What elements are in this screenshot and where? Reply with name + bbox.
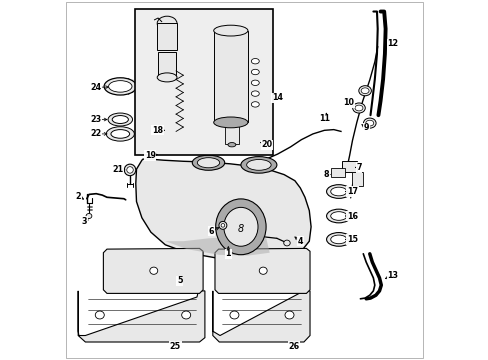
Text: 21: 21 bbox=[112, 166, 123, 175]
Text: 8: 8 bbox=[237, 224, 244, 234]
Bar bbox=[341, 161, 356, 172]
Text: 5: 5 bbox=[177, 276, 182, 285]
Ellipse shape bbox=[251, 91, 259, 96]
Ellipse shape bbox=[352, 103, 365, 113]
Ellipse shape bbox=[86, 213, 92, 219]
Text: 22: 22 bbox=[90, 130, 102, 139]
Bar bbox=[213, 31, 247, 122]
Text: 24: 24 bbox=[90, 83, 102, 92]
Text: 1: 1 bbox=[225, 249, 230, 258]
Ellipse shape bbox=[259, 267, 266, 274]
Ellipse shape bbox=[251, 80, 259, 85]
Ellipse shape bbox=[108, 81, 132, 92]
Ellipse shape bbox=[330, 235, 346, 244]
Ellipse shape bbox=[124, 164, 136, 176]
Ellipse shape bbox=[104, 78, 136, 95]
Ellipse shape bbox=[326, 233, 350, 246]
Ellipse shape bbox=[213, 25, 247, 36]
Ellipse shape bbox=[95, 311, 104, 319]
Ellipse shape bbox=[215, 199, 265, 255]
Text: 25: 25 bbox=[169, 342, 181, 351]
Ellipse shape bbox=[126, 167, 133, 173]
Ellipse shape bbox=[192, 155, 224, 170]
Ellipse shape bbox=[106, 127, 134, 141]
Ellipse shape bbox=[363, 118, 375, 128]
Ellipse shape bbox=[330, 212, 346, 220]
Ellipse shape bbox=[354, 105, 362, 111]
Text: 11: 11 bbox=[318, 114, 329, 123]
Text: 16: 16 bbox=[346, 212, 357, 220]
Text: 13: 13 bbox=[386, 271, 398, 280]
Ellipse shape bbox=[182, 311, 190, 319]
Text: 17: 17 bbox=[346, 187, 357, 196]
Ellipse shape bbox=[108, 113, 132, 126]
Text: 23: 23 bbox=[90, 115, 102, 124]
Bar bbox=[330, 168, 344, 177]
Ellipse shape bbox=[251, 69, 259, 75]
Ellipse shape bbox=[241, 157, 276, 173]
Ellipse shape bbox=[157, 16, 177, 31]
Ellipse shape bbox=[365, 120, 373, 126]
Bar bbox=[352, 172, 362, 186]
Text: 10: 10 bbox=[343, 98, 354, 107]
Ellipse shape bbox=[221, 224, 224, 227]
Ellipse shape bbox=[246, 159, 270, 170]
Text: 2: 2 bbox=[75, 192, 81, 201]
Text: 8: 8 bbox=[323, 170, 329, 179]
Polygon shape bbox=[78, 291, 204, 342]
Ellipse shape bbox=[229, 311, 239, 319]
Ellipse shape bbox=[149, 267, 158, 274]
Ellipse shape bbox=[326, 209, 350, 223]
Polygon shape bbox=[215, 248, 309, 293]
Ellipse shape bbox=[285, 311, 293, 319]
Text: 19: 19 bbox=[144, 151, 155, 160]
Ellipse shape bbox=[227, 143, 235, 147]
Ellipse shape bbox=[112, 116, 128, 123]
Ellipse shape bbox=[251, 59, 259, 64]
Text: 15: 15 bbox=[346, 235, 357, 244]
Bar bbox=[157, 23, 177, 50]
Ellipse shape bbox=[326, 185, 350, 198]
Text: 7: 7 bbox=[355, 163, 361, 172]
Polygon shape bbox=[212, 291, 309, 342]
Ellipse shape bbox=[213, 117, 247, 128]
Text: 20: 20 bbox=[261, 140, 272, 149]
Ellipse shape bbox=[361, 88, 368, 94]
Bar bbox=[134, 9, 273, 155]
Ellipse shape bbox=[224, 207, 258, 246]
Polygon shape bbox=[136, 159, 310, 260]
Text: 14: 14 bbox=[271, 94, 283, 103]
Ellipse shape bbox=[157, 73, 177, 82]
Polygon shape bbox=[103, 248, 203, 293]
Ellipse shape bbox=[330, 187, 346, 196]
Text: 12: 12 bbox=[386, 40, 398, 49]
Ellipse shape bbox=[219, 221, 226, 229]
Text: 18: 18 bbox=[151, 126, 163, 135]
Text: 9: 9 bbox=[363, 123, 368, 132]
Bar bbox=[158, 52, 176, 77]
Ellipse shape bbox=[197, 158, 219, 168]
Ellipse shape bbox=[111, 130, 129, 138]
Ellipse shape bbox=[358, 86, 371, 96]
Text: 26: 26 bbox=[288, 342, 299, 351]
Text: 4: 4 bbox=[297, 237, 303, 246]
Polygon shape bbox=[165, 236, 269, 256]
Ellipse shape bbox=[283, 240, 289, 246]
Text: 6: 6 bbox=[208, 227, 214, 236]
Bar bbox=[224, 123, 239, 144]
Text: 3: 3 bbox=[81, 217, 87, 226]
Ellipse shape bbox=[251, 102, 259, 107]
